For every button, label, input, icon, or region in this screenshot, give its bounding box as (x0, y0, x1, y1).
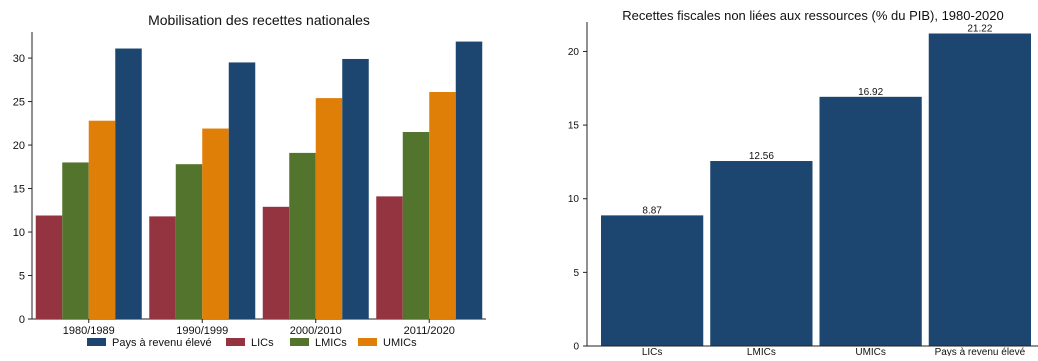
bar-pays-revenu-lev--0 (115, 48, 142, 320)
y-tick-label: 0 (19, 314, 25, 326)
bar-lmics-2 (289, 152, 316, 319)
bar-lics-2 (262, 206, 290, 319)
bar-pays-revenu-lev--2 (342, 58, 369, 320)
bar-value-label: 21.22 (967, 23, 992, 34)
bar-lics-1 (149, 216, 176, 319)
y-tick-label: 15 (568, 121, 580, 132)
x-tick-label: LMICs (747, 347, 776, 356)
legend-swatch (290, 338, 309, 346)
y-tick-label: 10 (13, 227, 25, 239)
bar-lics-0 (35, 215, 63, 319)
x-tick-label: Pays à revenu élevé (935, 347, 1026, 356)
right-bar-chart: Recettes fiscales non liées aux ressourc… (568, 8, 1038, 358)
y-tick-label: 5 (573, 268, 579, 279)
y-tick-label: 15 (13, 184, 25, 196)
chart-title: Recettes fiscales non liées aux ressourc… (622, 8, 1004, 23)
bar-umics (819, 96, 922, 346)
bar-pays-revenu-lev--1 (228, 62, 256, 319)
bar-umics-0 (88, 120, 116, 319)
bar-umics-1 (202, 128, 229, 319)
bar-value-label: 8.87 (642, 205, 662, 216)
x-tick-label: UMICs (855, 347, 886, 356)
bar-value-label: 16.92 (858, 87, 883, 98)
bar-pays-revenu-lev- (928, 33, 1031, 346)
x-tick-label: 1980/1989 (63, 325, 115, 337)
x-tick-label: 2011/2020 (404, 325, 455, 337)
bar-lics-3 (376, 196, 403, 319)
chart-title: Mobilisation des recettes nationales (148, 12, 370, 28)
bar-lmics (710, 161, 813, 346)
bar-lmics-1 (175, 164, 203, 319)
legend-swatch (358, 338, 377, 346)
y-tick-label: 5 (19, 271, 25, 283)
bar-value-label: 12.56 (749, 151, 774, 162)
legend-label: LICs (251, 337, 274, 349)
y-tick-label: 20 (13, 140, 25, 152)
bar-pays-revenu-lev--3 (455, 41, 483, 320)
bar-lics (601, 215, 704, 346)
y-tick-label: 20 (568, 47, 580, 58)
y-tick-label: 25 (13, 97, 25, 109)
legend-swatch (226, 338, 245, 346)
y-tick-label: 0 (573, 342, 579, 353)
y-tick-label: 30 (13, 53, 25, 65)
x-tick-label: LICs (642, 347, 663, 356)
x-tick-label: 1990/1999 (176, 325, 228, 337)
legend-swatch (87, 338, 106, 346)
bar-lmics-0 (62, 162, 89, 319)
legend-label: Pays à revenu élevé (112, 337, 212, 349)
y-tick-label: 10 (568, 194, 580, 205)
left-bar-chart: Mobilisation des recettes nationales 0 5 10… (13, 12, 486, 349)
legend-label: LMICs (315, 337, 347, 349)
x-tick-label: 2000/2010 (290, 325, 342, 337)
bar-umics-3 (429, 92, 456, 319)
legend-label: UMICs (383, 337, 417, 349)
bar-umics-2 (315, 98, 343, 319)
bar-lmics-3 (402, 132, 430, 319)
